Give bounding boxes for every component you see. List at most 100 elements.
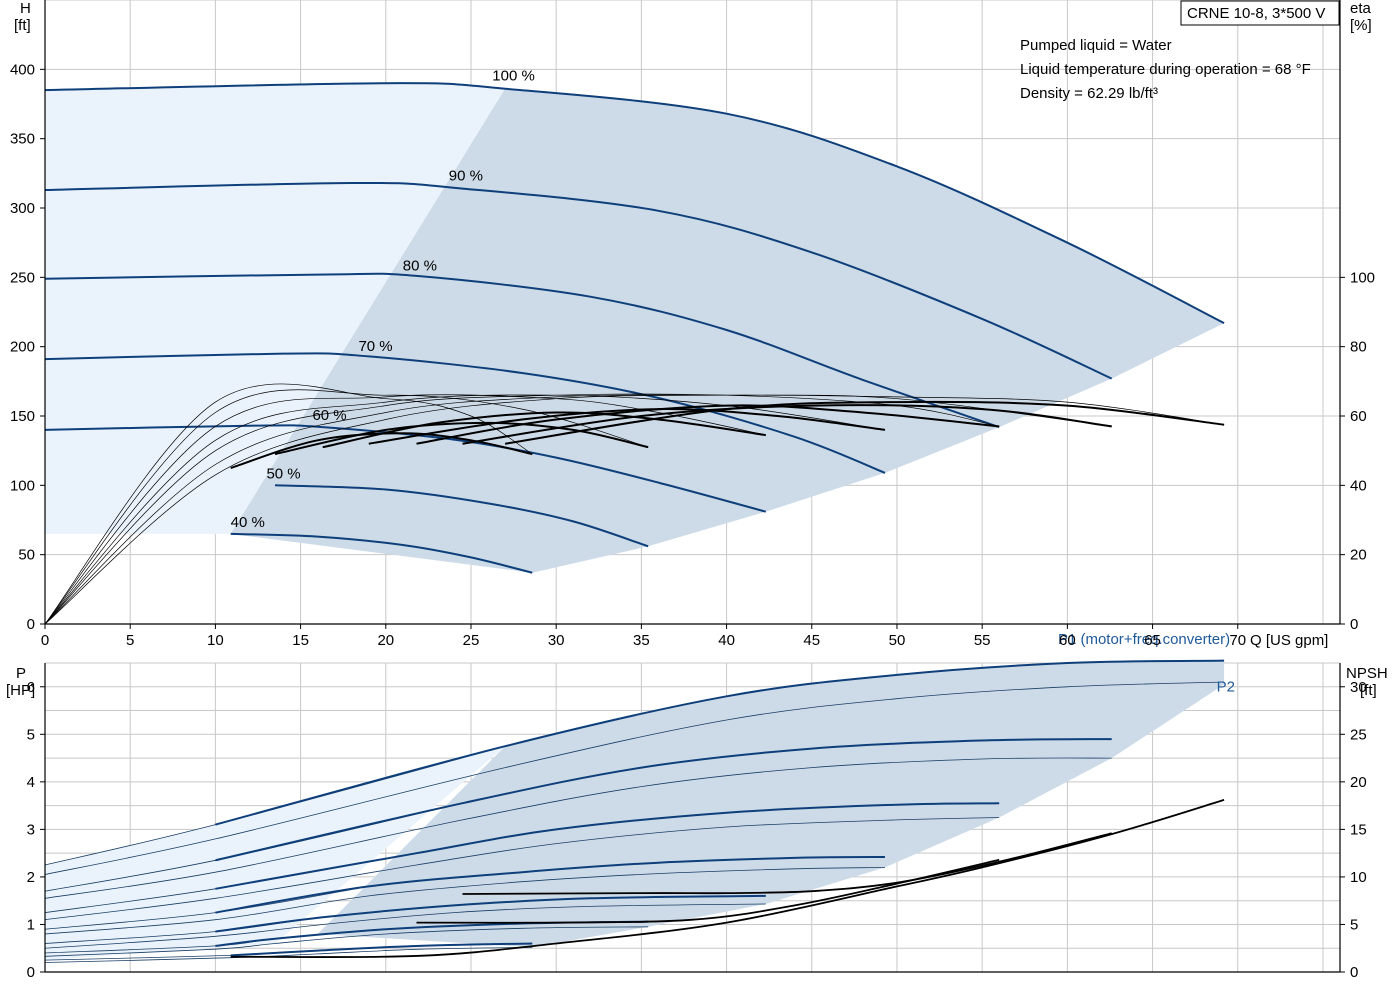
eta-curve-thin-80 <box>44 393 1000 625</box>
npsh-tick-label: 10 <box>1350 869 1367 886</box>
power-tick-label: 5 <box>27 726 35 743</box>
head-axis-unit: [ft] <box>14 17 31 34</box>
x-tick-label: 10 <box>207 632 224 649</box>
speed-label: 90 % <box>449 167 483 184</box>
x-tick-label: 25 <box>463 632 480 649</box>
eta-tick-label: 40 <box>1350 477 1367 494</box>
p1-curve-60 <box>215 894 766 933</box>
info-line-1: Pumped liquid = Water <box>1020 37 1172 54</box>
p2-curve-100 <box>44 681 1225 875</box>
npsh-tick-label: 30 <box>1350 679 1367 696</box>
eta-curve-thin-90 <box>44 394 1112 625</box>
x-tick-label: 60 <box>1059 632 1076 649</box>
eta-axis-unit: [%] <box>1350 17 1372 34</box>
operating-area <box>45 83 1225 961</box>
npsh-tick-label: 25 <box>1350 726 1367 743</box>
power-tick-label: 6 <box>27 679 35 696</box>
eta-tick-label: 60 <box>1350 408 1367 425</box>
p1-curve-40 <box>230 942 533 957</box>
head-tick-label: 150 <box>10 408 35 425</box>
p2-curve-90 <box>44 757 1112 899</box>
p2-curve-50 <box>44 926 649 957</box>
power-area-dark <box>317 660 1225 948</box>
eta-tick-label: 80 <box>1350 339 1367 356</box>
x-tick-label: 0 <box>41 632 49 649</box>
head-curve-80 <box>44 272 1000 429</box>
x-tick-label: 45 <box>803 632 820 649</box>
x-tick-label: 50 <box>889 632 906 649</box>
title-box <box>1180 0 1340 26</box>
eta-tick-label: 20 <box>1350 547 1367 564</box>
eta-axis-label: eta <box>1350 0 1372 17</box>
x-axis-label: Q [US gpm] <box>1250 632 1328 649</box>
eta-curve-50 <box>274 421 649 456</box>
head-curve-90 <box>44 181 1113 380</box>
eta-curve-70 <box>368 408 886 445</box>
speed-label: 50 % <box>266 465 300 482</box>
eta-curve-100 <box>504 400 1225 445</box>
head-tick-label: 300 <box>10 200 35 217</box>
head-tick-label: 100 <box>10 477 35 494</box>
head-tick-label: 250 <box>10 269 35 286</box>
speed-label: 100 % <box>492 67 535 84</box>
x-tick-label: 55 <box>974 632 991 649</box>
speed-label: 40 % <box>231 514 265 531</box>
x-tick-label: 35 <box>633 632 650 649</box>
x-tick-label: 40 <box>718 632 735 649</box>
p1-curve-70 <box>215 856 886 914</box>
p2-curve-40 <box>44 946 533 963</box>
p2-curve-80 <box>44 817 1000 921</box>
npsh-tick-label: 0 <box>1350 964 1358 981</box>
eta-curve-40 <box>230 432 533 469</box>
title-box-text: CRNE 10-8, 3*500 V <box>1187 5 1325 22</box>
info-line-3: Density = 62.29 lb/ft³ <box>1020 85 1158 102</box>
speed-label: 70 % <box>358 338 392 355</box>
npsh-tick-label: 20 <box>1350 774 1367 791</box>
p2-label: P2 <box>1217 679 1235 696</box>
head-curve-70 <box>44 352 886 474</box>
x-tick-label: 20 <box>377 632 394 649</box>
npsh-curve-90 <box>462 832 1112 895</box>
eta-curve-90 <box>462 404 1112 445</box>
power-axis-unit: [HP] <box>6 682 35 699</box>
head-tick-label: 350 <box>10 131 35 148</box>
p1-label: P1 (motor+freq.converter) <box>1058 631 1230 648</box>
eta-tick-label: 0 <box>1350 616 1358 633</box>
power-tick-label: 3 <box>27 821 35 838</box>
speed-label: 60 % <box>312 407 346 424</box>
npsh-curve-80 <box>416 858 1000 924</box>
eta-curve-thin-100 <box>44 394 1225 625</box>
eta-tick-label: 100 <box>1350 269 1375 286</box>
npsh-curve-100 <box>230 799 1225 958</box>
x-tick-label: 70 <box>1229 632 1246 649</box>
head-curve-40 <box>230 532 533 574</box>
head-curve-100 <box>44 82 1225 324</box>
info-line-2: Liquid temperature during operation = 68… <box>1020 61 1311 78</box>
power-axis-label: P <box>16 665 26 682</box>
power-tick-label: 1 <box>27 916 35 933</box>
eta-curve-80 <box>416 404 1000 445</box>
x-tick-label: 30 <box>548 632 565 649</box>
x-tick-label: 65 <box>1144 632 1161 649</box>
npsh-tick-label: 15 <box>1350 821 1367 838</box>
head-tick-label: 400 <box>10 61 35 78</box>
npsh-axis-unit: [ft] <box>1360 682 1377 699</box>
speed-label: 80 % <box>403 257 437 274</box>
p1-curve-80 <box>215 802 1000 890</box>
power-area-light <box>45 746 506 961</box>
axes <box>40 0 1345 973</box>
curves <box>44 82 1225 963</box>
head-curve-50 <box>274 484 649 548</box>
eta-curve-60 <box>322 411 766 449</box>
head-axis-label: H <box>20 0 31 17</box>
power-tick-label: 4 <box>27 774 35 791</box>
annotations: 100 % 90 % 80 % 70 % 60 % 50 % 40 % P1 (motor+f… <box>10 61 1375 981</box>
area-light <box>45 83 506 534</box>
power-tick-label: 2 <box>27 869 35 886</box>
head-tick-label: 0 <box>27 616 35 633</box>
p2-curve-60 <box>44 903 766 949</box>
power-tick-label: 0 <box>27 964 35 981</box>
eta-curve-thin-60 <box>44 394 766 625</box>
p1-curve-100 <box>215 659 1225 826</box>
